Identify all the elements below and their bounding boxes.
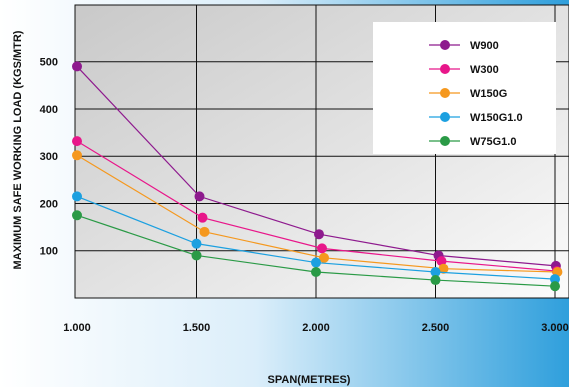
- x-tick-label: 1.000: [63, 322, 91, 334]
- legend-marker: [440, 136, 450, 146]
- legend-marker: [440, 40, 450, 50]
- legend-box: [373, 22, 556, 154]
- data-point: [72, 210, 82, 221]
- data-point: [550, 274, 560, 285]
- data-point: [311, 267, 321, 278]
- data-point: [191, 250, 202, 261]
- data-point: [72, 136, 82, 147]
- x-tick-label: 2.500: [422, 322, 450, 334]
- data-point: [550, 281, 560, 292]
- data-point: [199, 226, 210, 237]
- y-tick-label: 100: [40, 246, 58, 258]
- y-tick-label: 500: [40, 57, 58, 69]
- data-point: [314, 229, 324, 240]
- legend-marker: [440, 88, 450, 98]
- legend-label: W75G1.0: [470, 136, 516, 148]
- x-tick-labels: 1.000 1.500 2.000 2.500 3.000: [63, 322, 569, 334]
- data-point: [430, 267, 441, 278]
- gridlines: [75, 5, 569, 298]
- legend-label: W900: [470, 40, 499, 52]
- series-w150g1-0: [72, 191, 560, 285]
- data-point: [430, 275, 441, 286]
- data-point: [72, 150, 82, 161]
- series-group: [72, 61, 563, 292]
- y-tick-label: 400: [40, 104, 58, 116]
- legend-label: W150G: [470, 88, 507, 100]
- legend-label: W300: [470, 64, 499, 76]
- y-tick-label: 300: [40, 151, 58, 163]
- data-point: [311, 257, 321, 268]
- data-point: [317, 243, 327, 254]
- series-w900: [72, 61, 561, 271]
- legend-marker: [440, 64, 450, 74]
- data-point: [72, 61, 82, 72]
- x-tick-label: 1.500: [183, 322, 211, 334]
- data-point: [191, 238, 202, 249]
- y-axis-title: MAXIMUM SAFE WORKING LOAD (KGS/MTR): [12, 30, 24, 269]
- series-w75g1-0: [72, 210, 560, 292]
- data-point: [436, 256, 447, 267]
- x-axis-title: SPAN(METRES): [268, 374, 351, 386]
- y-tick-label: 200: [40, 198, 58, 210]
- x-tick-label: 3.000: [541, 322, 569, 334]
- data-point: [194, 191, 205, 202]
- data-point: [197, 212, 208, 223]
- legend: W900 W300 W150G W150G1.0 W75G1.0: [373, 22, 556, 154]
- data-point: [319, 252, 329, 263]
- data-point: [438, 263, 449, 274]
- y-tick-labels: 100 200 300 400 500: [40, 57, 58, 258]
- legend-label: W150G1.0: [470, 112, 523, 124]
- x-tick-label: 2.000: [302, 322, 330, 334]
- data-point: [72, 191, 82, 202]
- legend-marker: [440, 112, 450, 122]
